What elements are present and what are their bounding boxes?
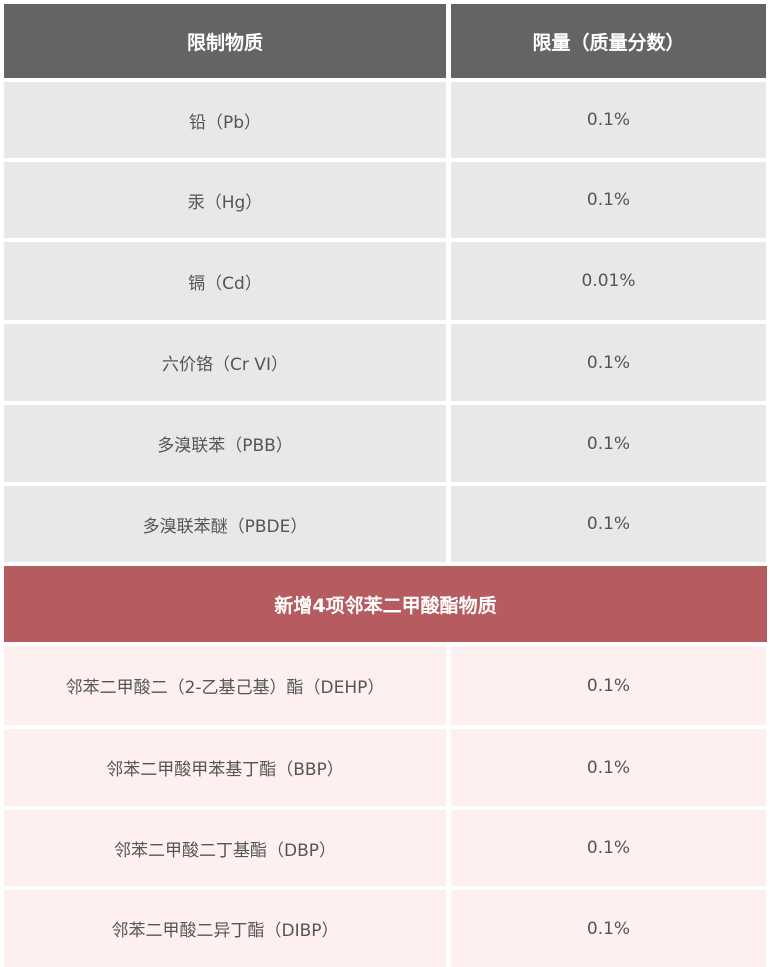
substance-cell: 多溴联苯（PBB） [4, 405, 446, 482]
limit-cell: 0.01% [451, 242, 766, 320]
limit-cell: 0.1% [451, 890, 766, 967]
substance-cell: 铅（Pb） [4, 82, 446, 158]
limit-cell: 0.1% [451, 810, 766, 886]
limit-cell: 0.1% [451, 729, 766, 806]
limit-cell: 0.1% [451, 646, 766, 725]
section-title: 新增4项邻苯二甲酸酯物质 [4, 566, 767, 642]
table-row: 邻苯二甲酸二丁基酯（DBP） 0.1% [0, 810, 770, 886]
table-row: 六价铬（Cr VI） 0.1% [0, 324, 770, 401]
header-substance: 限制物质 [4, 4, 446, 78]
table-row: 多溴联苯（PBB） 0.1% [0, 405, 770, 482]
substance-cell: 邻苯二甲酸甲苯基丁酯（BBP） [4, 729, 446, 806]
table-row: 铅（Pb） 0.1% [0, 82, 770, 158]
substance-cell: 六价铬（Cr VI） [4, 324, 446, 401]
substance-cell: 邻苯二甲酸二异丁酯（DIBP） [4, 890, 446, 967]
substance-cell: 多溴联苯醚（PBDE） [4, 486, 446, 562]
table-row: 邻苯二甲酸二（2-乙基己基）酯（DEHP） 0.1% [0, 646, 770, 725]
section-header-row: 新增4项邻苯二甲酸酯物质 [0, 566, 770, 642]
substance-cell: 镉（Cd） [4, 242, 446, 320]
table-row: 镉（Cd） 0.01% [0, 242, 770, 320]
limit-cell: 0.1% [451, 82, 766, 158]
table-row: 邻苯二甲酸二异丁酯（DIBP） 0.1% [0, 890, 770, 967]
table-row: 多溴联苯醚（PBDE） 0.1% [0, 486, 770, 562]
substance-cell: 邻苯二甲酸二（2-乙基己基）酯（DEHP） [4, 646, 446, 725]
limit-cell: 0.1% [451, 405, 766, 482]
substance-cell: 汞（Hg） [4, 162, 446, 238]
substance-cell: 邻苯二甲酸二丁基酯（DBP） [4, 810, 446, 886]
table-row: 邻苯二甲酸甲苯基丁酯（BBP） 0.1% [0, 729, 770, 806]
table-header-row: 限制物质 限量（质量分数） [0, 4, 770, 78]
table-row: 汞（Hg） 0.1% [0, 162, 770, 238]
limit-cell: 0.1% [451, 162, 766, 238]
header-limit: 限量（质量分数） [451, 4, 766, 78]
limit-cell: 0.1% [451, 486, 766, 562]
limit-cell: 0.1% [451, 324, 766, 401]
